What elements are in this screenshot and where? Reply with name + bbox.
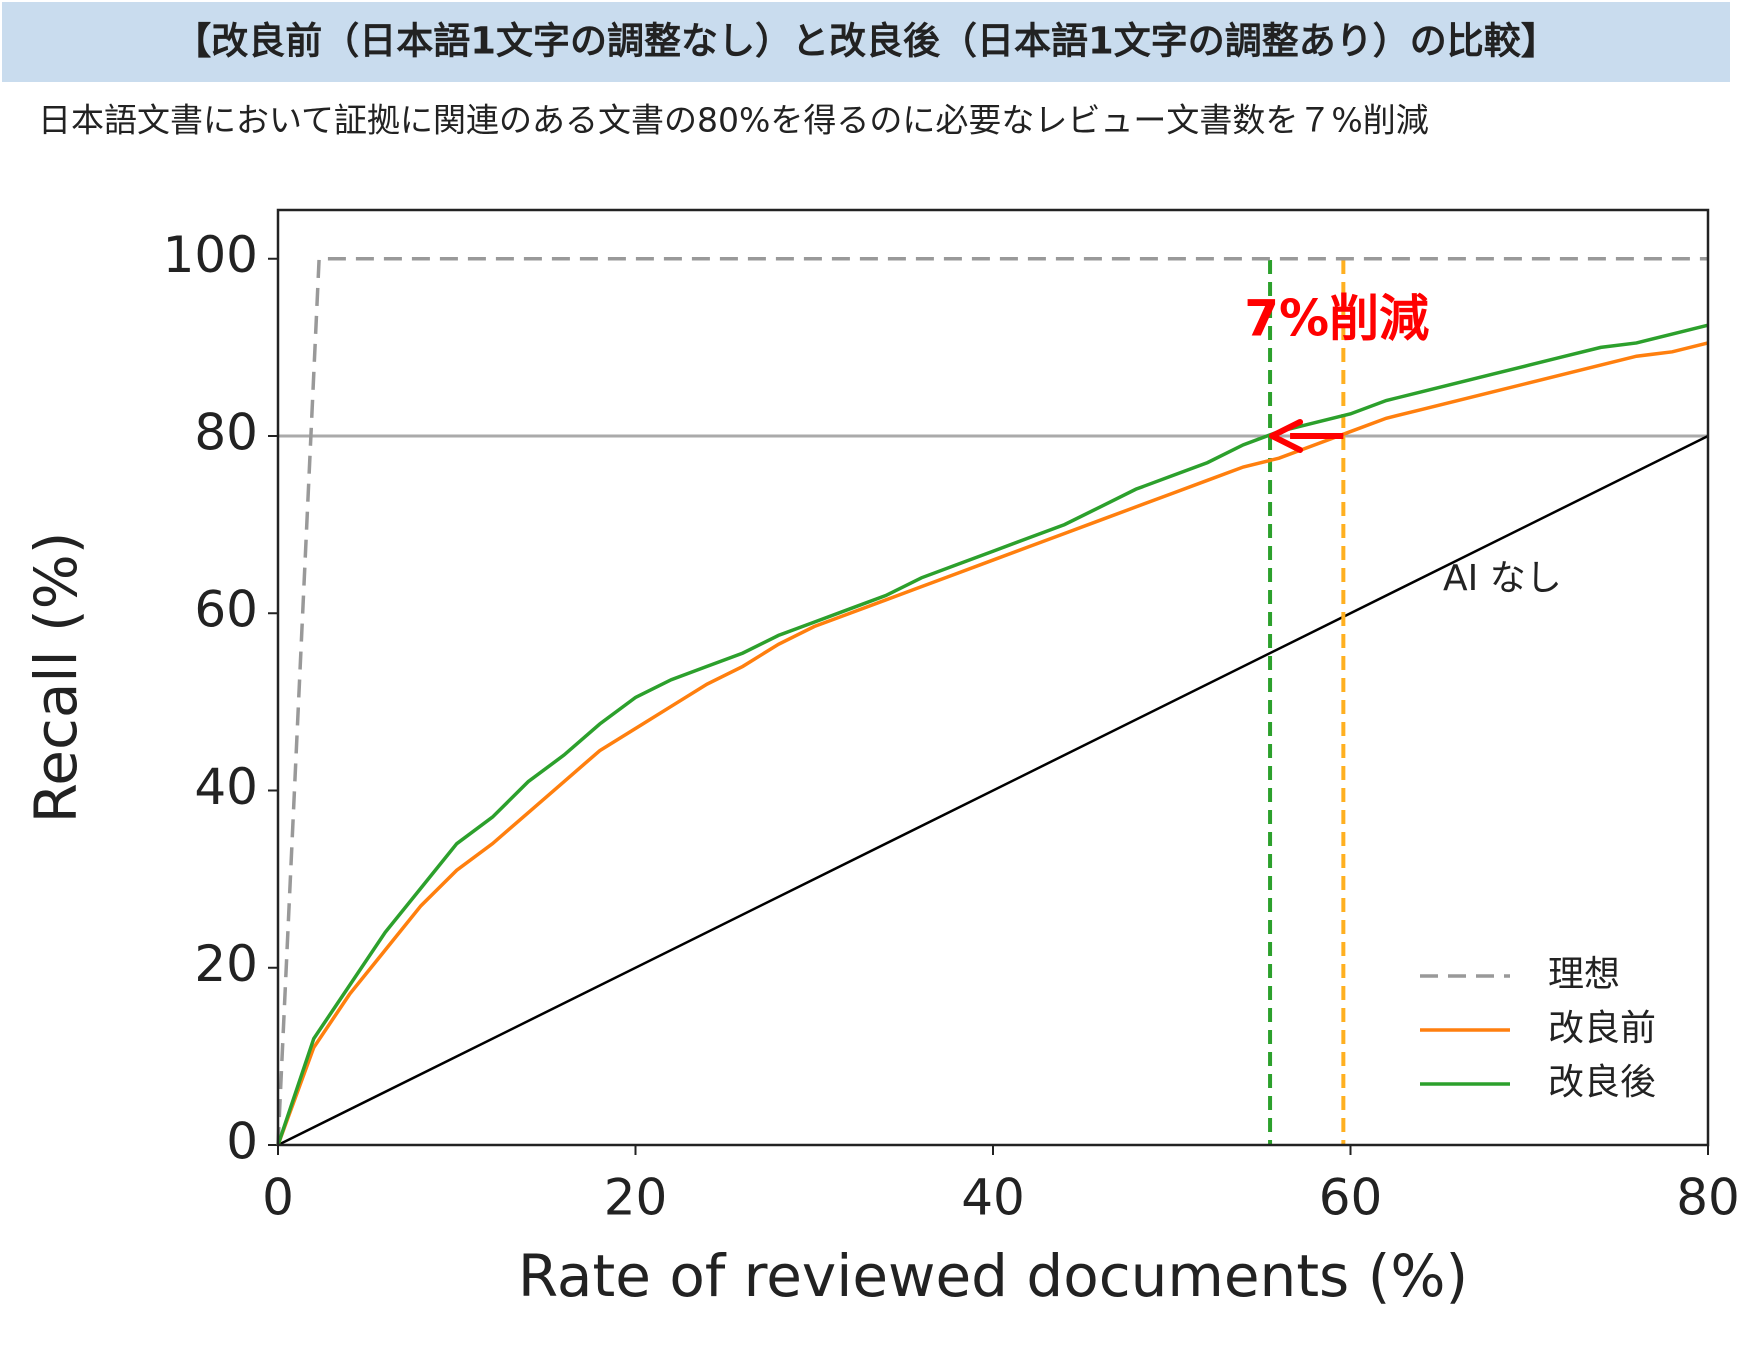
y-tick-label: 20 bbox=[194, 935, 258, 993]
baseline-line bbox=[277, 434, 1709, 1147]
x-tick-label: 40 bbox=[961, 1169, 1025, 1227]
series-line bbox=[276, 323, 1709, 1146]
x-tick-label: 0 bbox=[262, 1169, 294, 1227]
title-band bbox=[2, 2, 1730, 82]
annotation: 7%削減 bbox=[1244, 290, 1429, 348]
baseline-label: AI なし bbox=[1443, 558, 1562, 599]
legend-label: 改良後 bbox=[1548, 1062, 1656, 1103]
series-line bbox=[276, 256, 1708, 1146]
x-tick-label: 20 bbox=[604, 1169, 668, 1227]
chart-title: 【改良前（日本語1文字の調整なし）と改良後（日本語1文字の調整あり）の比較】 bbox=[174, 20, 1558, 63]
x-tick-label: 80 bbox=[1676, 1169, 1740, 1227]
y-tick-label: 40 bbox=[194, 758, 258, 816]
y-tick-label: 80 bbox=[194, 403, 258, 461]
chart-subtitle: 日本語文書において証拠に関連のある文書の80%を得るのに必要なレビュー文書数を７… bbox=[38, 101, 1429, 140]
legend-label: 理想 bbox=[1548, 954, 1620, 995]
x-axis-label: Rate of reviewed documents (%) bbox=[518, 1242, 1468, 1310]
y-tick-label: 0 bbox=[226, 1113, 258, 1171]
legend-label: 改良前 bbox=[1548, 1008, 1656, 1049]
x-tick-label: 60 bbox=[1319, 1169, 1383, 1227]
y-tick-label: 60 bbox=[194, 581, 258, 639]
plot-frame bbox=[276, 208, 1710, 1147]
y-tick-label: 100 bbox=[163, 226, 258, 284]
annotation-arrowhead bbox=[1269, 418, 1304, 453]
y-axis-label: Recall (%) bbox=[22, 532, 90, 824]
series-line bbox=[276, 341, 1709, 1146]
